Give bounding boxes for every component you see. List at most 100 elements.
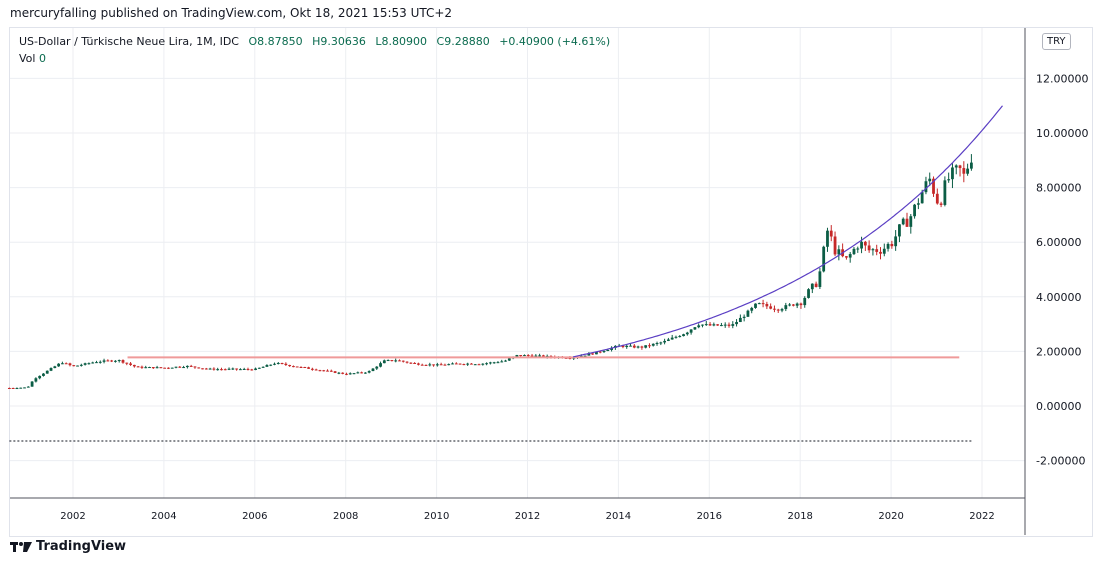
candle-up xyxy=(746,310,750,317)
candle-up xyxy=(810,283,814,290)
candle-up xyxy=(678,336,682,338)
candle-down xyxy=(250,369,254,371)
candle-down xyxy=(178,366,182,368)
candle-up xyxy=(257,367,261,369)
candle-up xyxy=(242,368,246,370)
open-value: O8.87850 xyxy=(248,35,303,48)
candle-up xyxy=(428,364,432,366)
candle-up xyxy=(239,369,242,371)
candle-up xyxy=(738,317,742,323)
candle-down xyxy=(398,360,401,362)
candle-up xyxy=(947,179,951,181)
candle-down xyxy=(318,370,322,372)
candle-up xyxy=(928,178,932,182)
candle-down xyxy=(193,366,197,368)
candle-up xyxy=(98,361,102,363)
candle-down xyxy=(765,303,769,307)
candle-up xyxy=(30,381,34,387)
candle-up xyxy=(269,364,273,366)
candle-down xyxy=(875,249,879,252)
candle-down xyxy=(307,367,310,369)
candle-up xyxy=(114,360,117,362)
candle-down xyxy=(295,366,299,368)
candle-up xyxy=(352,373,356,375)
candle-down xyxy=(284,363,288,365)
candle-down xyxy=(863,241,867,246)
candle-down xyxy=(432,364,435,366)
candle-up xyxy=(837,249,841,255)
volume-legend: Vol 0 xyxy=(19,52,46,65)
candle-up xyxy=(394,360,398,362)
candle-down xyxy=(201,368,204,370)
candle-up xyxy=(367,371,371,373)
candle-down xyxy=(905,218,909,227)
candle-up xyxy=(49,368,53,371)
candle-up xyxy=(356,372,360,374)
candle-down xyxy=(632,345,636,348)
candle-up xyxy=(882,248,886,254)
candle-up xyxy=(182,367,185,369)
candle-down xyxy=(329,370,333,372)
candle-down xyxy=(223,369,227,371)
candle-up xyxy=(670,337,674,340)
candle-down xyxy=(292,366,295,368)
candle-up xyxy=(848,254,852,258)
candle-up xyxy=(856,248,860,250)
candle-up xyxy=(795,303,799,306)
candle-up xyxy=(76,365,79,367)
candle-up xyxy=(712,324,716,326)
candle-down xyxy=(163,367,167,369)
candle-up xyxy=(23,387,26,389)
candle-up xyxy=(659,342,663,344)
candle-down xyxy=(568,357,572,359)
candle-up xyxy=(60,363,64,365)
candle-up xyxy=(538,355,542,357)
candle-up xyxy=(386,360,390,362)
candle-up xyxy=(969,162,973,169)
candle-down xyxy=(776,309,780,311)
candle-up xyxy=(208,368,212,370)
candle-down xyxy=(341,372,345,374)
candle-down xyxy=(299,366,303,368)
candle-up xyxy=(379,363,382,367)
candle-down xyxy=(310,368,314,370)
candle-up xyxy=(644,345,648,348)
candle-up xyxy=(227,368,231,370)
symbol-label[interactable]: US-Dollar / Türkische Neue Lira, 1M, IDC xyxy=(19,35,239,48)
candle-down xyxy=(845,256,848,258)
candle-down xyxy=(829,230,833,237)
candle-down xyxy=(151,367,155,369)
candle-up xyxy=(689,329,693,333)
candle-up xyxy=(523,355,526,357)
candle-up xyxy=(583,355,587,357)
legend: US-Dollar / Türkische Neue Lira, 1M, IDC… xyxy=(19,35,616,48)
candle-down xyxy=(716,324,720,326)
candle-up xyxy=(26,386,30,388)
candle-up xyxy=(655,343,659,345)
candle-up xyxy=(451,363,454,365)
candle-up xyxy=(15,388,19,390)
candle-up xyxy=(682,334,685,337)
candle-down xyxy=(64,363,68,365)
candle-up xyxy=(803,297,807,306)
candle-down xyxy=(958,165,962,169)
candle-down xyxy=(458,363,462,365)
candle-down xyxy=(879,251,882,254)
candle-down xyxy=(314,369,318,371)
candle-up xyxy=(886,243,890,249)
candle-down xyxy=(424,364,428,366)
candle-up xyxy=(606,349,610,352)
currency-button[interactable]: TRY xyxy=(1042,33,1071,50)
candle-up xyxy=(83,363,87,365)
candle-down xyxy=(727,324,731,326)
candle-down xyxy=(121,360,125,363)
x-tick-label: 2018 xyxy=(787,511,812,522)
candle-up xyxy=(674,336,678,338)
y-tick-label: 8.00000 xyxy=(1036,182,1082,195)
candle-up xyxy=(496,362,500,364)
candle-down xyxy=(235,368,239,370)
candle-up xyxy=(788,304,791,306)
y-tick-label: 6.00000 xyxy=(1036,236,1082,249)
candle-down xyxy=(125,362,129,364)
